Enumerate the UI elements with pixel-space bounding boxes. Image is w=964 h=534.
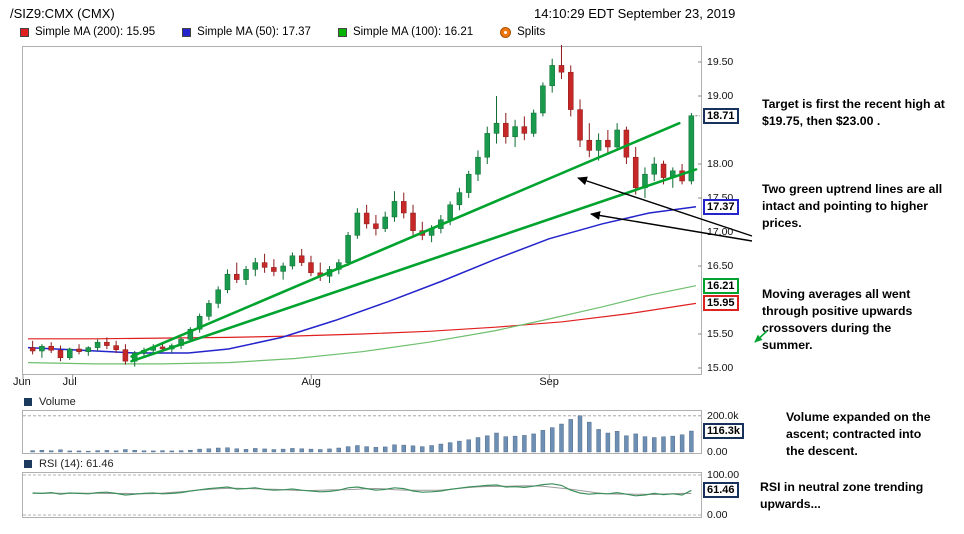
price-tick-label: 15.00 xyxy=(707,362,734,374)
price-tick-label: 16.50 xyxy=(707,260,734,272)
note-target: Target is first the recent high at $19.7… xyxy=(762,96,964,130)
volume-chart[interactable] xyxy=(22,410,702,454)
month-label: Jun xyxy=(13,376,31,388)
month-label: Sep xyxy=(539,376,559,388)
price-tag: 15.95 xyxy=(703,295,739,312)
rsi-tick-label: 0.00 xyxy=(707,509,728,521)
rsi-tick-label: 100.00 xyxy=(707,469,740,481)
volume-tick-label: 200.0k xyxy=(707,409,739,422)
legend-item-ma100: Simple MA (100): 16.21 xyxy=(337,26,474,38)
rsi-panel-legend: RSI (14): 61.46 xyxy=(24,458,114,470)
note-rsi-line: RSI in neutral zone trending xyxy=(760,480,924,494)
volume-tick-label: 0.00 xyxy=(707,446,728,458)
price-tag: 16.21 xyxy=(703,277,739,294)
note-volume-line: Volume expanded on the xyxy=(786,410,931,424)
legend-item-ma50: Simple MA (50): 17.37 xyxy=(182,26,311,38)
legend-ma200-label: Simple MA (200): 15.95 xyxy=(35,26,156,38)
candlestick-chart[interactable] xyxy=(22,44,702,384)
note-rsi-line: upwards... xyxy=(760,497,821,511)
price-tick-label: 19.50 xyxy=(707,56,734,68)
price-tick-label: 17.00 xyxy=(707,226,734,238)
month-label: Jul xyxy=(62,376,77,388)
price-tag: 17.37 xyxy=(703,198,739,215)
rsi-tag: 61.46 xyxy=(703,482,739,499)
ma-legend: Simple MA (200): 15.95 Simple MA (50): 1… xyxy=(20,26,545,38)
legend-splits-label: Splits xyxy=(517,26,546,38)
note-volume-line: ascent; contracted into xyxy=(786,427,922,441)
note-trendlines: Two green uptrend lines are all intact a… xyxy=(762,181,964,232)
price-tick-label: 15.50 xyxy=(707,328,734,340)
note-ma-line: through positive upwards xyxy=(762,304,913,318)
volume-label: Volume xyxy=(39,396,76,408)
note-moving-averages: Moving averages all went through positiv… xyxy=(762,286,962,354)
month-label: Aug xyxy=(301,376,321,388)
legend-item-ma200: Simple MA (200): 15.95 xyxy=(20,26,155,38)
note-target-line: Target is first the recent high at xyxy=(762,97,945,111)
rsi-chart[interactable] xyxy=(22,472,702,518)
ma50-swatch xyxy=(182,27,192,37)
note-target-line: $19.75, then $23.00 . xyxy=(762,114,881,128)
note-ma-line: Moving averages all went xyxy=(762,287,911,301)
price-tick-label: 19.00 xyxy=(707,90,734,102)
ma100-swatch xyxy=(337,27,347,37)
note-rsi: RSI in neutral zone trending upwards... xyxy=(760,479,964,513)
legend-item-splits: Splits xyxy=(500,26,545,38)
note-ma-line: summer. xyxy=(762,338,813,352)
rsi-swatch xyxy=(24,460,32,468)
splits-icon xyxy=(500,26,512,38)
timestamp: 14:10:29 EDT September 23, 2019 xyxy=(534,6,736,21)
note-trendlines-line: prices. xyxy=(762,216,802,230)
note-trendlines-line: Two green uptrend lines are all xyxy=(762,182,943,196)
volume-panel-legend: Volume xyxy=(24,396,76,408)
note-ma-line: crossovers during the xyxy=(762,321,892,335)
legend-ma50-label: Simple MA (50): 17.37 xyxy=(197,26,311,38)
volume-tag: 116.3k xyxy=(703,422,745,439)
price-tag: 18.71 xyxy=(703,107,739,124)
volume-swatch xyxy=(24,398,32,406)
symbol-title: /SIZ9:CMX (CMX) xyxy=(10,6,115,21)
ma200-swatch xyxy=(20,27,29,37)
price-tick-label: 18.00 xyxy=(707,158,734,170)
note-trendlines-line: intact and pointing to higher xyxy=(762,199,928,213)
note-volume-line: the descent. xyxy=(786,444,858,458)
rsi-label: RSI (14): 61.46 xyxy=(39,458,114,470)
note-volume: Volume expanded on the ascent; contracte… xyxy=(786,409,964,460)
legend-ma100-label: Simple MA (100): 16.21 xyxy=(352,26,474,38)
